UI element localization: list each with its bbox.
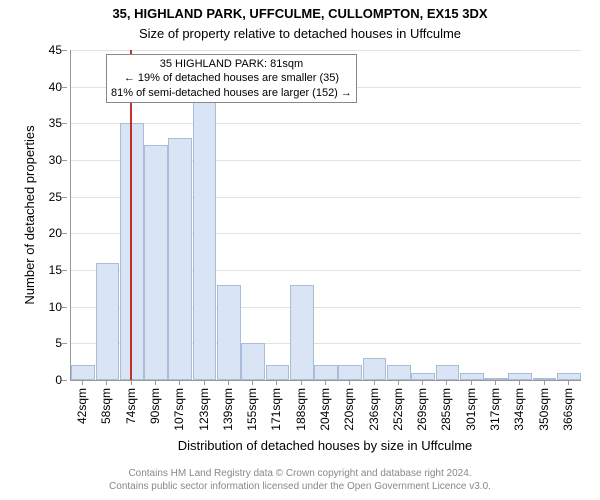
- x-axis-label: Distribution of detached houses by size …: [70, 438, 580, 453]
- x-tickmark: [131, 380, 132, 385]
- y-tick: 35: [40, 116, 62, 130]
- x-tick: 123sqm: [197, 388, 211, 431]
- y-tick: 5: [40, 336, 62, 350]
- x-tickmark: [568, 380, 569, 385]
- x-tick: 236sqm: [367, 388, 381, 431]
- x-tickmark: [325, 380, 326, 385]
- x-tickmark: [398, 380, 399, 385]
- x-tickmark: [204, 380, 205, 385]
- x-tickmark: [374, 380, 375, 385]
- annotation-line1: 35 HIGHLAND PARK: 81sqm: [160, 58, 303, 70]
- bar: [96, 263, 120, 380]
- x-tickmark: [179, 380, 180, 385]
- annotation-line2: ← 19% of detached houses are smaller (35…: [124, 72, 339, 84]
- y-axis-label: Number of detached properties: [22, 50, 37, 380]
- bar: [338, 365, 362, 380]
- bar: [363, 358, 387, 380]
- x-tick: 269sqm: [415, 388, 429, 431]
- chart-container: 35, HIGHLAND PARK, UFFCULME, CULLOMPTON,…: [0, 0, 600, 500]
- x-tick: 58sqm: [99, 388, 113, 424]
- x-tickmark: [495, 380, 496, 385]
- x-tick: 90sqm: [148, 388, 162, 424]
- x-tickmark: [349, 380, 350, 385]
- x-tickmark: [446, 380, 447, 385]
- x-tick: 285sqm: [439, 388, 453, 431]
- y-tick: 25: [40, 190, 62, 204]
- x-tick: 350sqm: [537, 388, 551, 431]
- x-tick: 252sqm: [391, 388, 405, 431]
- y-tick: 0: [40, 373, 62, 387]
- gridline: [71, 50, 581, 51]
- credits-text: Contains HM Land Registry data © Crown c…: [0, 467, 600, 493]
- bar: [217, 285, 241, 380]
- x-tick: 74sqm: [124, 388, 138, 424]
- x-tickmark: [228, 380, 229, 385]
- chart-title-line1: 35, HIGHLAND PARK, UFFCULME, CULLOMPTON,…: [0, 6, 600, 21]
- y-tick: 20: [40, 226, 62, 240]
- gridline: [71, 123, 581, 124]
- bar: [557, 373, 581, 380]
- credits-line2: Contains public sector information licen…: [109, 481, 491, 492]
- bar: [241, 343, 265, 380]
- bar: [168, 138, 192, 380]
- y-tick: 15: [40, 263, 62, 277]
- x-tick: 220sqm: [342, 388, 356, 431]
- bar: [436, 365, 460, 380]
- x-tick: 204sqm: [318, 388, 332, 431]
- bar: [411, 373, 435, 380]
- x-tick: 317sqm: [488, 388, 502, 431]
- bar: [387, 365, 411, 380]
- x-tick: 155sqm: [245, 388, 259, 431]
- bar: [193, 101, 217, 380]
- y-tick: 10: [40, 300, 62, 314]
- y-tick: 40: [40, 80, 62, 94]
- x-tick: 301sqm: [464, 388, 478, 431]
- y-tick: 45: [40, 43, 62, 57]
- x-tickmark: [82, 380, 83, 385]
- x-tickmark: [301, 380, 302, 385]
- bar: [144, 145, 168, 380]
- x-tick: 171sqm: [269, 388, 283, 431]
- x-tickmark: [252, 380, 253, 385]
- x-tickmark: [519, 380, 520, 385]
- annotation-box: 35 HIGHLAND PARK: 81sqm ← 19% of detached…: [106, 54, 357, 103]
- annotation-line3: 81% of semi-detached houses are larger (…: [111, 87, 352, 99]
- x-tickmark: [155, 380, 156, 385]
- x-tick: 188sqm: [294, 388, 308, 431]
- x-tick: 334sqm: [512, 388, 526, 431]
- bar: [290, 285, 314, 380]
- credits-line1: Contains HM Land Registry data © Crown c…: [128, 468, 471, 479]
- chart-title-line2: Size of property relative to detached ho…: [0, 26, 600, 41]
- x-tick: 366sqm: [561, 388, 575, 431]
- x-tick: 107sqm: [172, 388, 186, 431]
- bar: [314, 365, 338, 380]
- x-tick: 42sqm: [75, 388, 89, 424]
- x-tickmark: [276, 380, 277, 385]
- x-tick: 139sqm: [221, 388, 235, 431]
- x-tickmark: [106, 380, 107, 385]
- bar: [508, 373, 532, 380]
- x-tickmark: [471, 380, 472, 385]
- x-tickmark: [422, 380, 423, 385]
- bar: [460, 373, 484, 380]
- bar: [266, 365, 290, 380]
- x-tickmark: [544, 380, 545, 385]
- y-tick: 30: [40, 153, 62, 167]
- bar: [71, 365, 95, 380]
